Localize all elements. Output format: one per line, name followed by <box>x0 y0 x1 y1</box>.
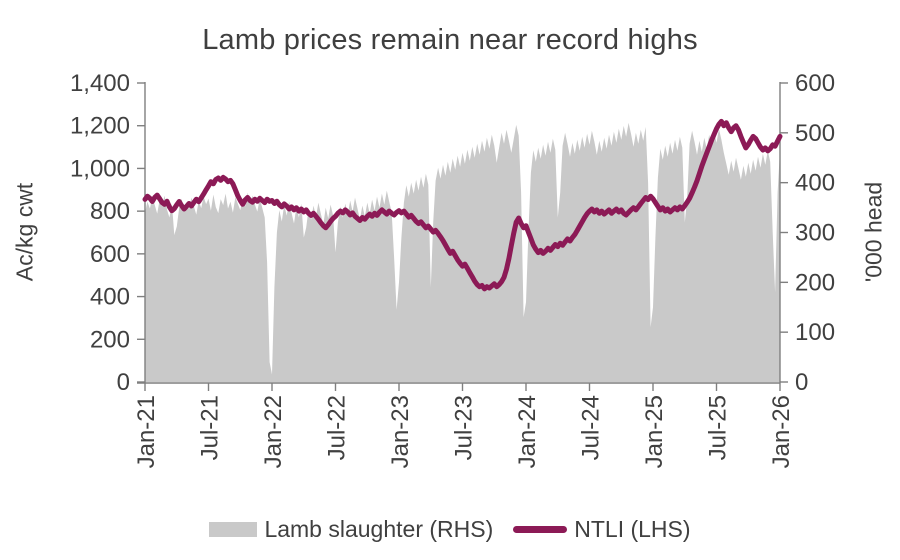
right-tick-label: 400 <box>795 170 835 197</box>
x-tick-label: Jul-23 <box>451 395 478 460</box>
right-tick-label: 600 <box>795 70 835 97</box>
x-tick-label: Jul-24 <box>578 395 605 460</box>
legend-item-ntli: NTLI (LHS) <box>513 516 691 543</box>
x-tick-label: Jan-26 <box>768 395 795 468</box>
x-tick-label: Jan-22 <box>260 395 287 468</box>
left-tick-label: 1,000 <box>70 155 130 182</box>
x-tick-label: Jul-22 <box>324 395 351 460</box>
right-tick-label: 200 <box>795 269 835 296</box>
legend-label-ntli: NTLI (LHS) <box>574 516 691 542</box>
x-axis-ticks: Jan-21 Jul-21 Jan-22 Jul-22 Jan-23 Jul-23 Jan-… <box>133 383 795 468</box>
left-tick-label: 1,200 <box>70 113 130 140</box>
axes: 0 200 400 600 800 1,000 1,200 1,400 0 100 200 300 4… <box>70 70 835 468</box>
ntli-line <box>142 118 783 292</box>
left-axis-ticks: 0 200 400 600 800 1,000 1,200 1,400 <box>70 70 145 396</box>
left-tick-label: 400 <box>90 284 130 311</box>
right-axis-title: '000 head <box>860 181 887 283</box>
left-tick-label: 600 <box>90 241 130 268</box>
left-tick-label: 0 <box>117 369 130 396</box>
ntli-swatch-icon <box>513 526 568 533</box>
slaughter-area <box>145 122 780 383</box>
x-tick-label: Jul-25 <box>705 395 732 460</box>
left-axis-title: Ac/kg cwt <box>11 182 38 282</box>
slaughter-swatch-icon <box>209 522 258 537</box>
x-tick-label: Jul-21 <box>197 395 224 460</box>
right-tick-label: 500 <box>795 120 835 147</box>
x-tick-label: Jan-23 <box>387 395 414 468</box>
ntli-line-group <box>142 118 783 292</box>
left-tick-label: 200 <box>90 326 130 353</box>
left-tick-label: 800 <box>90 198 130 225</box>
left-tick-label: 1,400 <box>70 70 130 97</box>
right-tick-label: 0 <box>795 369 808 396</box>
slaughter-area-group <box>145 122 780 383</box>
legend-label-slaughter: Lamb slaughter (RHS) <box>264 516 494 542</box>
x-tick-label: Jan-21 <box>133 395 160 468</box>
x-tick-label: Jan-25 <box>641 395 668 468</box>
chart-title: Lamb prices remain near record highs <box>202 24 698 56</box>
right-tick-label: 300 <box>795 220 835 247</box>
x-tick-label: Jan-24 <box>514 395 541 468</box>
right-tick-label: 100 <box>795 319 835 346</box>
legend-item-slaughter: Lamb slaughter (RHS) <box>209 516 493 543</box>
legend: Lamb slaughter (RHS) NTLI (LHS) <box>0 516 900 543</box>
right-axis-ticks: 0 100 200 300 400 500 600 <box>780 70 835 396</box>
